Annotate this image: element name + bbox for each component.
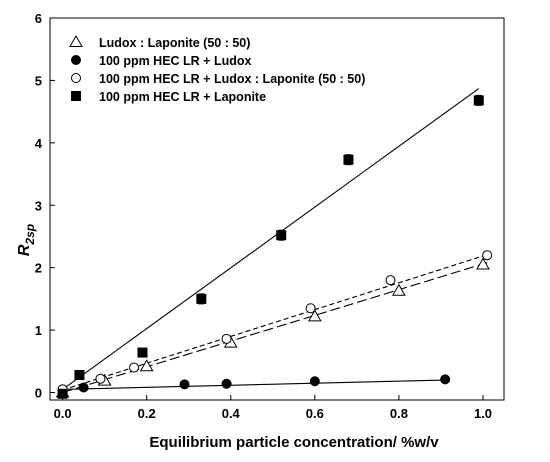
y-tick-label: 2 [35,261,42,276]
legend-label: 100 ppm HEC LR + Ludox [99,54,252,68]
y-tick-label: 4 [35,136,43,151]
legend-label: Ludox : Laponite (50 : 50) [99,36,250,50]
data-point [139,359,154,372]
y-tick-label: 1 [35,323,42,338]
data-point [476,257,490,270]
data-points [55,94,493,399]
data-point [196,293,207,304]
data-point [179,379,190,390]
y-tick-label: 0 [35,386,42,401]
fit-line [62,88,480,390]
legend-marker [71,91,81,101]
fit-line [62,252,492,391]
data-point [482,250,493,261]
legend-label: 100 ppm HEC LR + Ludox : Laponite (50 : … [99,72,365,86]
data-point [95,373,106,384]
x-tick-label: 0.4 [222,406,241,421]
axis-ticks: 0.0 0.2 0.4 0.6 0.8 1.0 0 1 2 3 4 5 6 [35,11,492,421]
y-axis-title: R2sp [16,224,37,256]
legend-marker [71,73,81,83]
y-axis-title-sub: 2sp [23,224,37,246]
fit-lines [62,88,492,394]
data-point [385,275,396,286]
y-tick-label: 3 [35,198,42,213]
legend-label: 100 ppm HEC LR + Laponite [99,90,266,104]
data-point [129,362,140,373]
plot-frame [49,17,505,401]
y-axis-title-main: R [16,244,33,256]
x-tick-label: 0.8 [390,406,408,421]
fit-line [62,379,446,390]
x-tick-label: 0.0 [54,406,72,421]
y-tick-label: 6 [35,11,42,26]
data-point [473,95,484,106]
fit-line [62,262,488,394]
data-point [78,382,89,393]
legend-marker [69,34,83,47]
data-point [221,333,232,344]
legend-marker [71,55,81,65]
data-point [276,230,287,241]
data-point [305,303,316,314]
x-tick-label: 0.6 [306,406,324,421]
data-point [343,154,354,165]
data-point [309,376,320,387]
data-point [137,347,148,358]
data-point [307,309,322,322]
legend: Ludox : Laponite (50 : 50) 100 ppm HEC LR… [69,34,365,104]
x-tick-label: 0.2 [138,406,156,421]
data-point [221,378,232,389]
y-tick-label: 5 [35,73,42,88]
data-point [440,374,451,385]
x-tick-label: 1.0 [474,406,492,421]
data-point [74,370,85,381]
data-point [392,283,406,296]
x-axis-title: Equilibrium particle concentration/ %w/v [149,434,439,451]
